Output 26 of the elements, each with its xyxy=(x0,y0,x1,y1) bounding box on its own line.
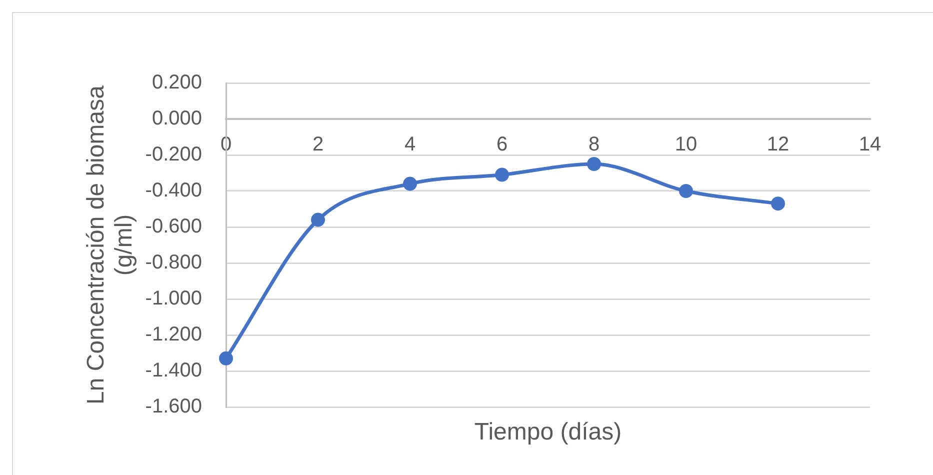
point xyxy=(219,351,233,366)
x-tick-label: 4 xyxy=(404,134,416,156)
x-tick-label: 10 xyxy=(674,134,698,156)
y-tick-label: -1.000 xyxy=(145,288,202,310)
y-tick-label: -0.600 xyxy=(145,216,202,238)
x-tick-label: 2 xyxy=(312,134,324,156)
y-tick-label: -0.200 xyxy=(145,144,202,166)
y-axis-title: Ln Concentración de biomasa (g/ml) xyxy=(82,84,138,404)
y-tick-label: -1.400 xyxy=(145,360,202,382)
point xyxy=(403,176,417,191)
x-axis-title: Tiempo (días) xyxy=(474,418,622,446)
point xyxy=(311,212,325,227)
point xyxy=(771,196,785,211)
y-tick-label: -0.800 xyxy=(145,252,202,274)
y-tick-label: -1.200 xyxy=(145,324,202,346)
y-tick-label: 0.000 xyxy=(152,108,202,130)
y-tick-label: 0.200 xyxy=(152,72,202,94)
x-tick-label: 12 xyxy=(766,134,790,156)
x-tick-label: 14 xyxy=(858,134,882,156)
y-tick-label: -0.400 xyxy=(145,180,202,202)
point xyxy=(587,157,601,171)
x-tick-label: 6 xyxy=(496,134,508,156)
y-tick-label: -1.600 xyxy=(145,396,202,418)
point xyxy=(495,168,509,182)
x-tick-label: 8 xyxy=(588,134,600,156)
point xyxy=(679,184,693,198)
